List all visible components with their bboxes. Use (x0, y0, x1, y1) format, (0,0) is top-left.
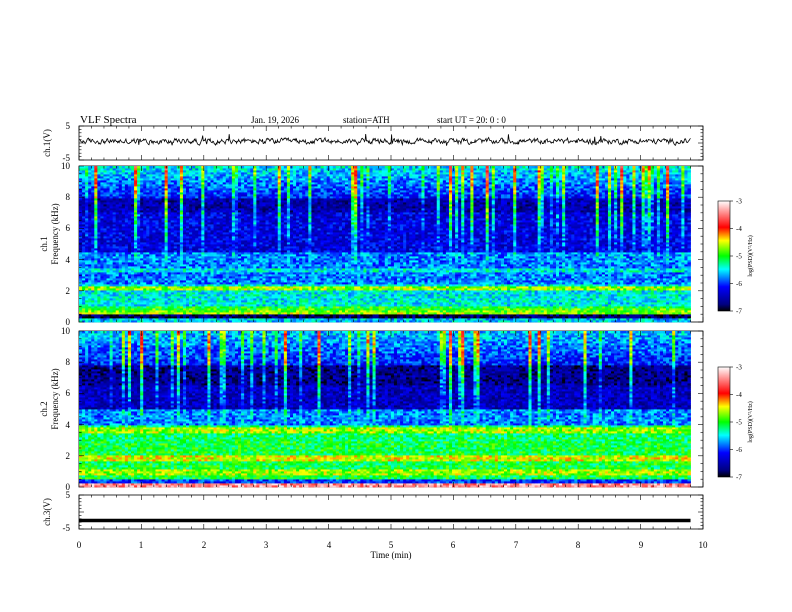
ch1-spectrogram-panel: 0 2 4 6 8 10 ch.1 Frequency (kHz) (39, 161, 703, 327)
figure-title: VLF Spectra (80, 114, 137, 126)
ch1-spectrogram-image (79, 166, 691, 322)
ch1-ytick-top: 5 (66, 121, 71, 131)
station-label: station=ATH (343, 115, 390, 125)
vlf-spectra-figure: VLF Spectra Jan. 19, 2026 station=ATH st… (0, 0, 792, 612)
ch1-ylabel: ch.1(V) (42, 129, 52, 157)
ch1-waveform-panel: 5 -5 ch.1(V) (42, 121, 703, 163)
start-ut-label: start UT = 20: 0 : 0 (437, 115, 506, 125)
date-label: Jan. 19, 2026 (251, 115, 299, 125)
